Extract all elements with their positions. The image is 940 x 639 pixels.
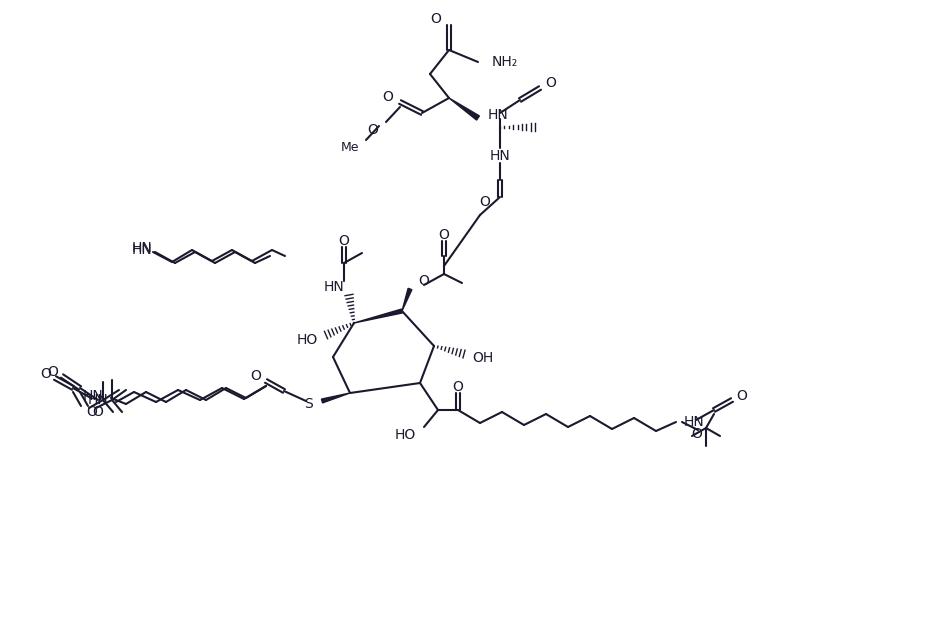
Text: HN: HN xyxy=(83,389,103,403)
Text: HO: HO xyxy=(395,428,416,442)
Text: O: O xyxy=(40,367,51,381)
Text: HN: HN xyxy=(488,108,509,122)
Text: OH: OH xyxy=(472,351,494,365)
Text: O: O xyxy=(383,90,393,104)
Text: O: O xyxy=(250,369,261,383)
Text: HN: HN xyxy=(684,415,705,429)
Text: O: O xyxy=(452,380,463,394)
Text: O: O xyxy=(431,12,441,26)
Text: O: O xyxy=(439,228,449,242)
Text: O: O xyxy=(736,389,747,403)
Text: HN: HN xyxy=(132,241,152,255)
Text: O: O xyxy=(691,427,702,441)
Text: O: O xyxy=(47,365,58,379)
Polygon shape xyxy=(321,393,350,403)
Text: HO: HO xyxy=(297,333,318,347)
Text: O: O xyxy=(368,123,378,137)
Text: O: O xyxy=(86,405,97,419)
Text: O: O xyxy=(418,274,429,288)
Text: HN: HN xyxy=(490,149,510,163)
Polygon shape xyxy=(354,309,402,323)
Polygon shape xyxy=(449,98,479,120)
Text: S: S xyxy=(305,397,313,411)
Text: O: O xyxy=(92,405,102,419)
Text: HN: HN xyxy=(323,280,344,294)
Polygon shape xyxy=(402,288,412,311)
Text: HN: HN xyxy=(132,243,152,257)
Text: NH₂: NH₂ xyxy=(492,55,518,69)
Text: Me: Me xyxy=(340,141,359,153)
Text: O: O xyxy=(338,234,350,248)
Text: O: O xyxy=(545,76,556,90)
Text: HN: HN xyxy=(87,393,108,407)
Text: O: O xyxy=(479,195,490,209)
